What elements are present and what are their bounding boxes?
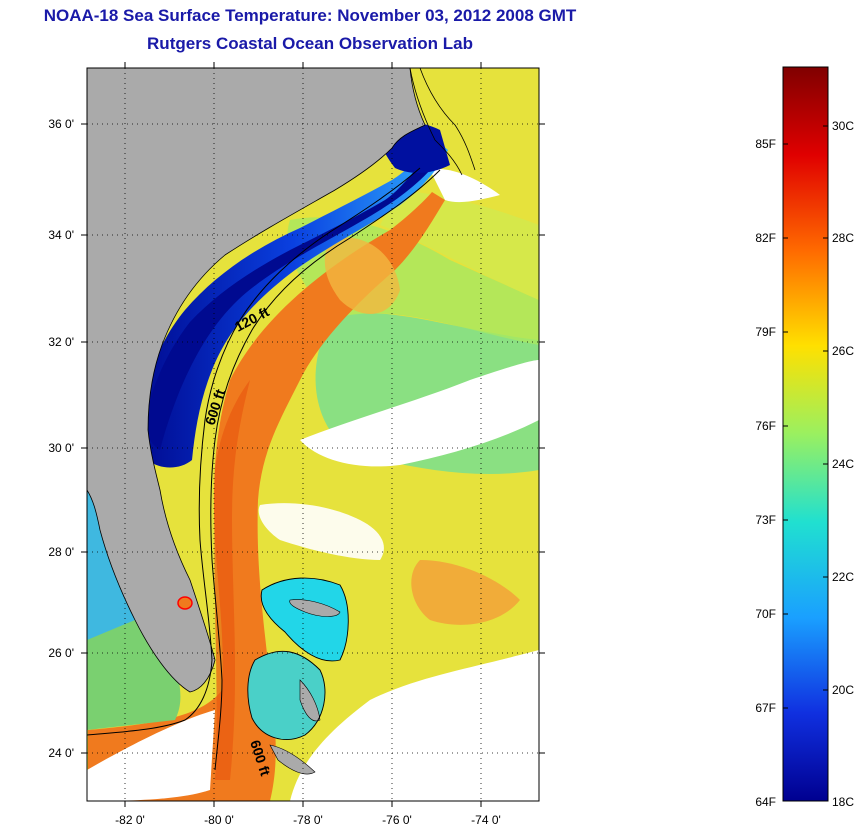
cloud-southeast	[290, 650, 539, 801]
colorbar: 85F 82F 79F 76F 73F 70F 67F 64F 30C 28C …	[755, 66, 854, 809]
colorbar-f-label: 76F	[755, 419, 776, 433]
contour-120ft	[87, 167, 421, 736]
colorbar-f-label: 79F	[755, 325, 776, 339]
colorbar-c-label: 28C	[832, 231, 854, 245]
lat-label: 34 0'	[48, 228, 74, 242]
lat-label: 30 0'	[48, 441, 74, 455]
bahamas-island-2	[299, 679, 321, 722]
colorbar-f-label: 64F	[755, 795, 776, 809]
lat-label: 32 0'	[48, 335, 74, 349]
lat-label: 36 0'	[48, 117, 74, 131]
contour-600ft	[210, 169, 441, 771]
cloud-band	[300, 360, 539, 467]
lon-label: -80 0'	[204, 813, 234, 827]
contour-north-shelf	[409, 68, 476, 176]
cloud-north	[430, 169, 500, 203]
map-gridlines	[87, 68, 539, 801]
map-title: NOAA-18 Sea Surface Temperature: Novembe…	[43, 6, 577, 25]
colorbar-f-label: 70F	[755, 607, 776, 621]
colorbar-f-label: 85F	[755, 137, 776, 151]
colorbar-f-label: 73F	[755, 513, 776, 527]
bahamas-banks-south	[247, 651, 325, 740]
map-area	[87, 68, 539, 801]
bahamas-banks	[261, 578, 349, 661]
colorbar-c-label: 20C	[832, 683, 854, 697]
warm-eddy-north	[324, 237, 400, 314]
bahamas-island-1	[289, 599, 341, 617]
colorbar-c-label: 24C	[832, 457, 854, 471]
contour-bahamas	[260, 577, 349, 662]
colorbar-c-label: 30C	[832, 119, 854, 133]
colorbar-f-label: 67F	[755, 701, 776, 715]
lake-okeechobee	[177, 596, 193, 610]
colorbar-f-label: 82F	[755, 231, 776, 245]
lon-label: -76 0'	[382, 813, 412, 827]
map-frame	[86, 67, 540, 802]
map-ticks	[81, 62, 545, 807]
colorbar-c-label: 26C	[832, 344, 854, 358]
cold-shelf-deep	[145, 152, 440, 450]
lon-label: -74 0'	[471, 813, 501, 827]
map-subtitle: Rutgers Coastal Ocean Observation Lab	[147, 34, 473, 53]
warm-eddy	[411, 560, 520, 625]
lat-label: 28 0'	[48, 545, 74, 559]
cloud-band-2	[258, 503, 384, 560]
cold-shelf-water	[137, 140, 448, 468]
colorbar-c-label: 22C	[832, 570, 854, 584]
colorbar-c-label: 18C	[832, 795, 854, 809]
gulf-stream-core	[214, 380, 250, 780]
lat-label: 24 0'	[48, 746, 74, 760]
bahamas-island-3	[269, 744, 316, 775]
cloud-south	[87, 710, 215, 801]
colorbar-scale	[782, 66, 829, 802]
lon-label: -82 0'	[115, 813, 145, 827]
land-us	[87, 68, 426, 693]
lat-label: 26 0'	[48, 646, 74, 660]
lon-label: -78 0'	[293, 813, 323, 827]
colorbar-ticks	[783, 125, 828, 709]
contour-bahamas-2	[247, 650, 326, 740]
